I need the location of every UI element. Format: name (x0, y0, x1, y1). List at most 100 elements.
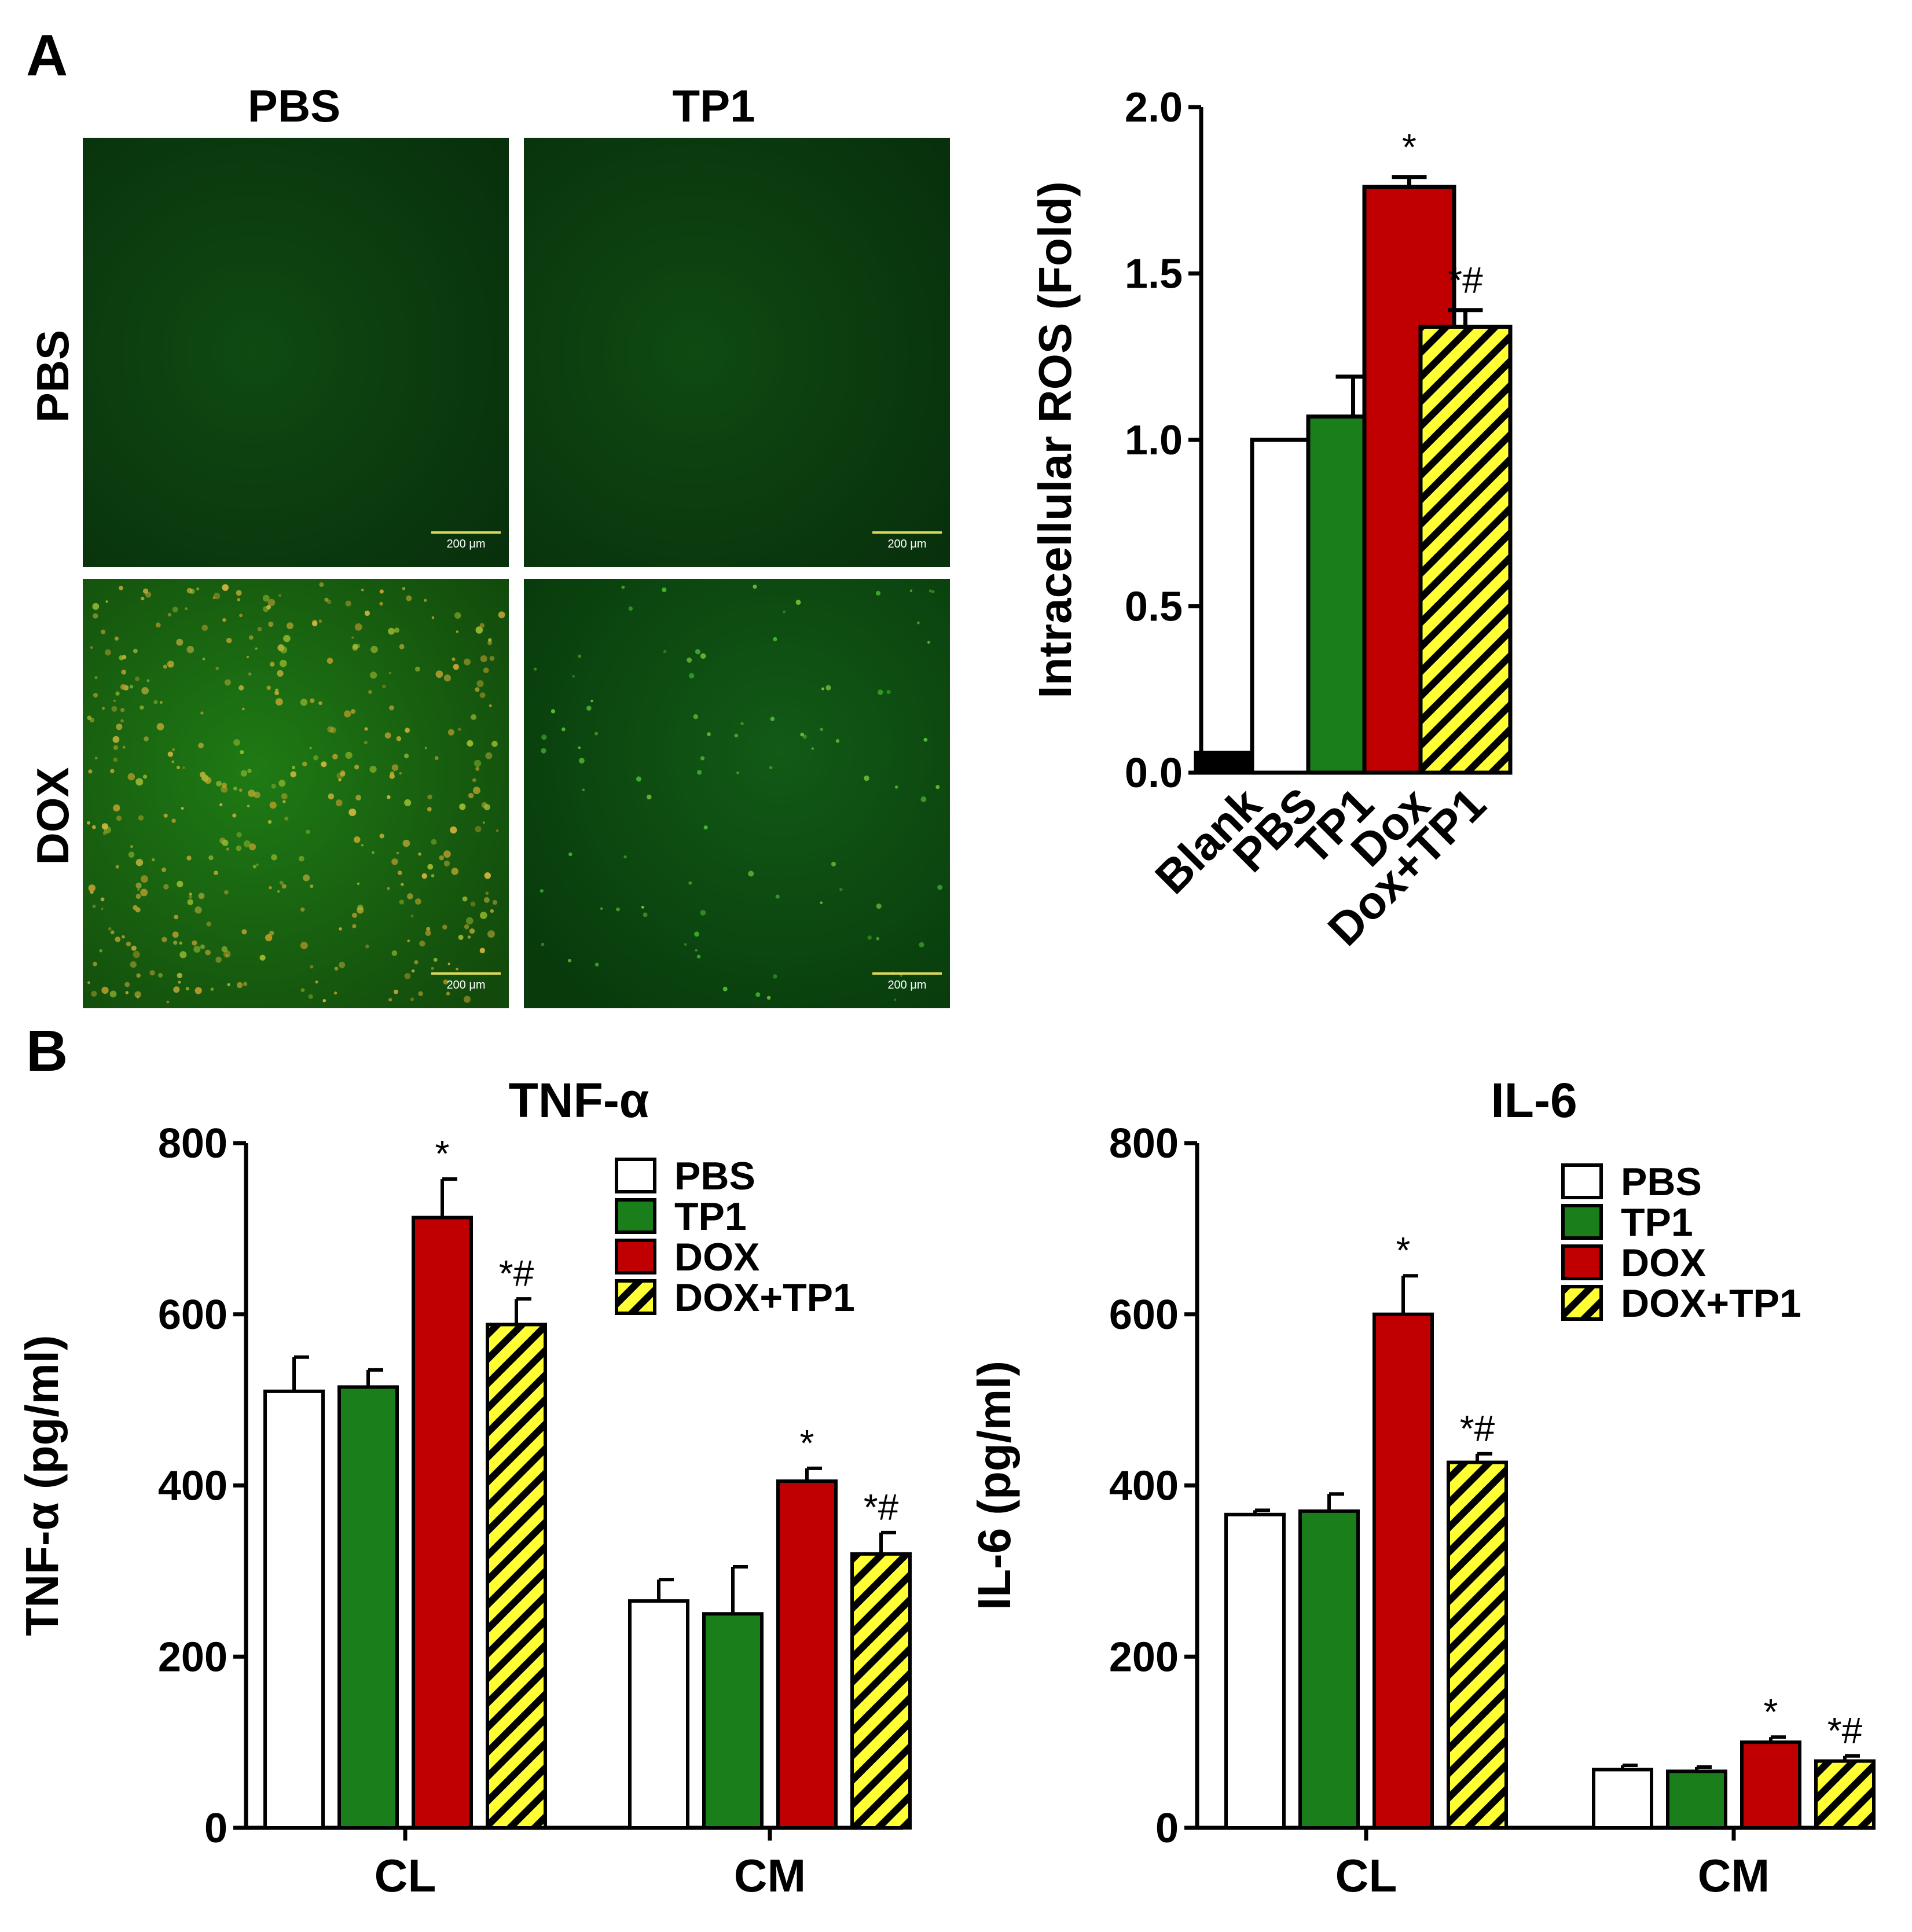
cell-dot (406, 595, 412, 601)
cell-dot (105, 600, 108, 603)
cell-dot (431, 967, 434, 970)
bar-dox-plus-tp1 (1418, 325, 1513, 775)
cell-dot (489, 704, 492, 707)
cell-dot (365, 944, 369, 949)
cell-dot (466, 917, 474, 925)
significance-mark: *# (1827, 1710, 1863, 1751)
cell-dot (92, 905, 96, 908)
cell-dot (361, 844, 364, 847)
cell-dot (450, 826, 457, 834)
cell-dot (324, 597, 329, 602)
cell-dot (248, 789, 255, 797)
cell-dot (87, 981, 90, 985)
cell-dot (267, 598, 276, 607)
cell-dot (327, 726, 334, 733)
cell-dot (300, 699, 308, 706)
cell-dot (225, 954, 229, 957)
y-tick-label: 0 (204, 1805, 227, 1852)
cell-dot (259, 954, 266, 961)
cell-dot (387, 795, 391, 799)
cell-dot (155, 622, 161, 628)
cell-dot (399, 644, 405, 649)
cell-dot (470, 901, 476, 907)
cell-dot (876, 590, 880, 596)
cell-dot (820, 728, 823, 731)
cell-dot (247, 769, 252, 773)
cell-dot (475, 687, 480, 692)
cell-dot (181, 807, 184, 810)
cell-dot (700, 653, 706, 659)
cell-dot (487, 930, 495, 938)
cell-dot (128, 851, 135, 858)
cell-dot (189, 892, 192, 896)
cell-dot (361, 589, 364, 592)
cell-dot (783, 610, 786, 614)
cell-dot (142, 588, 149, 594)
cell-dot (433, 957, 438, 962)
cell-dot (384, 732, 391, 739)
cell-dot (482, 821, 485, 824)
cell-dot (212, 596, 216, 600)
cell-dot (541, 734, 547, 740)
cell-dot (163, 664, 167, 669)
cell-dot (578, 746, 581, 750)
cell-dot (775, 894, 780, 899)
cell-dot (568, 852, 573, 857)
cell-dot (431, 839, 437, 845)
cell-dot (162, 867, 167, 872)
cell-dot (492, 899, 498, 905)
cell-dot (278, 780, 286, 787)
cell-dot (404, 754, 409, 759)
cell-dot (119, 586, 123, 590)
cell-dot (412, 969, 415, 973)
cell-dot (755, 992, 761, 997)
cell-dot (929, 589, 932, 593)
cell-dot (464, 658, 471, 666)
legend-label-dox-plus-tp1: DOX+TP1 (1621, 1281, 1801, 1325)
cell-dot (216, 780, 222, 787)
cell-dot (485, 891, 489, 895)
bar-tp1-cl (337, 1385, 399, 1830)
cell-dot (338, 778, 342, 781)
cell-dot (172, 607, 178, 612)
cell-dot (687, 658, 692, 663)
y-tick-label: 0 (1155, 1805, 1179, 1852)
cell-dot (319, 582, 324, 587)
micrograph-dox-tp1 (524, 579, 950, 1008)
cell-dot (233, 786, 237, 791)
cell-dot (795, 600, 801, 605)
cell-dot (146, 679, 150, 682)
scale-bar-4: 200 μm (872, 972, 942, 991)
cell-dot (116, 723, 123, 730)
cell-dot (878, 689, 883, 695)
cell-dot (427, 807, 432, 811)
chart-title: TNF-α (509, 1073, 649, 1127)
cell-dot (144, 736, 149, 741)
cell-dot (387, 887, 390, 890)
cell-dot (370, 645, 378, 653)
cell-dot (158, 973, 163, 978)
cell-dot (568, 958, 571, 963)
significance-mark: * (1402, 126, 1416, 168)
cell-dot (339, 927, 342, 931)
cell-dot (249, 843, 256, 851)
significance-mark: *# (1448, 259, 1483, 301)
cell-dot (188, 895, 193, 899)
cell-dot (418, 852, 421, 856)
cell-dot (379, 601, 383, 606)
cell-dot (917, 621, 920, 625)
cell-dot (126, 941, 131, 947)
cell-dot (283, 634, 291, 642)
cell-dot (222, 839, 229, 846)
cell-dot (119, 655, 124, 660)
cell-dot (388, 998, 392, 1002)
cell-dot (388, 627, 395, 635)
cell-dot (137, 888, 140, 891)
cell-dot (472, 778, 476, 783)
cell-dot (864, 775, 869, 781)
cell-dot (149, 970, 155, 976)
bar-tp1-cm (702, 1612, 764, 1830)
cell-dot (475, 766, 480, 771)
cell-dot (399, 899, 405, 905)
